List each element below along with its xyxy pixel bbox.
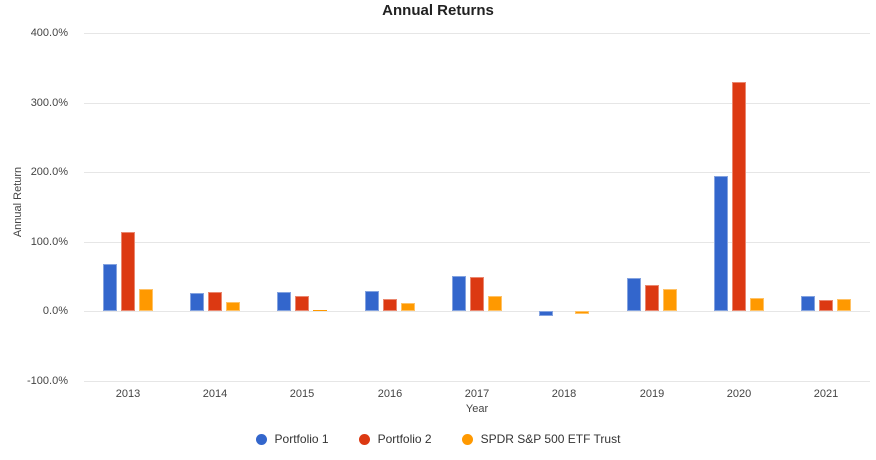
grid-line [84, 171, 870, 173]
bar-2015-series-1[interactable] [277, 292, 291, 311]
bar-2018-series-1[interactable] [539, 311, 553, 316]
x-tick-label: 2016 [377, 388, 403, 400]
x-tick-label: 2015 [289, 388, 315, 400]
bar-2021-series-1[interactable] [801, 296, 815, 311]
bar-2020-series-1[interactable] [714, 176, 728, 311]
x-axis-title: Year [465, 403, 489, 415]
x-tick-label: 2018 [551, 388, 577, 400]
x-tick-label: 2019 [639, 388, 665, 400]
legend-item: Portfolio 1 [255, 432, 329, 446]
x-tick-label: 2020 [726, 388, 752, 400]
legend-item: SPDR S&P 500 ETF Trust [461, 432, 621, 446]
bar-2021-series-2[interactable] [819, 300, 833, 311]
grid-line [84, 102, 870, 104]
y-tick-label: 200.0% [30, 166, 68, 178]
bar-2013-series-3[interactable] [139, 289, 153, 311]
legend-item: Portfolio 2 [358, 432, 432, 446]
bar-2015-series-2[interactable] [295, 296, 309, 311]
bar-2014-series-2[interactable] [208, 292, 222, 311]
grid-line [84, 380, 870, 382]
grid-line [84, 310, 870, 312]
bar-2015-series-3[interactable] [313, 310, 327, 311]
legend-swatch-icon [255, 433, 267, 445]
bar-2018-series-3[interactable] [575, 311, 589, 314]
bar-2014-series-1[interactable] [190, 293, 204, 311]
legend-label: Portfolio 1 [274, 432, 329, 446]
bar-2016-series-2[interactable] [383, 299, 397, 311]
legend-label: SPDR S&P 500 ETF Trust [480, 432, 621, 446]
y-tick-label: 100.0% [30, 236, 68, 248]
bar-2016-series-1[interactable] [365, 291, 379, 311]
x-tick-label: 2013 [115, 388, 141, 400]
bar-2013-series-1[interactable] [103, 264, 117, 311]
bar-2021-series-3[interactable] [837, 299, 851, 311]
bar-2019-series-2[interactable] [645, 285, 659, 311]
bar-2014-series-3[interactable] [226, 302, 240, 311]
x-tick-label: 2021 [813, 388, 839, 400]
legend-label: Portfolio 2 [377, 432, 432, 446]
x-tick-label: 2014 [202, 388, 228, 400]
bar-2013-series-2[interactable] [121, 232, 135, 311]
bar-2019-series-3[interactable] [663, 289, 677, 311]
legend-swatch-icon [358, 433, 370, 445]
bar-2017-series-1[interactable] [452, 276, 466, 311]
bar-2020-series-3[interactable] [750, 298, 764, 311]
y-tick-label: -100.0% [27, 375, 68, 387]
y-tick-label: 0.0% [42, 305, 68, 317]
y-tick-label: 300.0% [30, 97, 68, 109]
bar-2016-series-3[interactable] [401, 303, 415, 311]
grid-line [84, 241, 870, 243]
x-tick-label: 2017 [464, 388, 490, 400]
y-tick-label: 400.0% [30, 27, 68, 39]
chart-title: Annual Returns [382, 2, 494, 19]
legend-swatch-icon [461, 433, 473, 445]
legend: Portfolio 1 Portfolio 2 SPDR S&P 500 ETF T… [0, 432, 876, 446]
grid-line [84, 32, 870, 34]
bar-2017-series-2[interactable] [470, 277, 484, 311]
bar-2017-series-3[interactable] [488, 296, 502, 311]
bar-2019-series-1[interactable] [627, 278, 641, 311]
bar-2020-series-2[interactable] [732, 82, 746, 311]
